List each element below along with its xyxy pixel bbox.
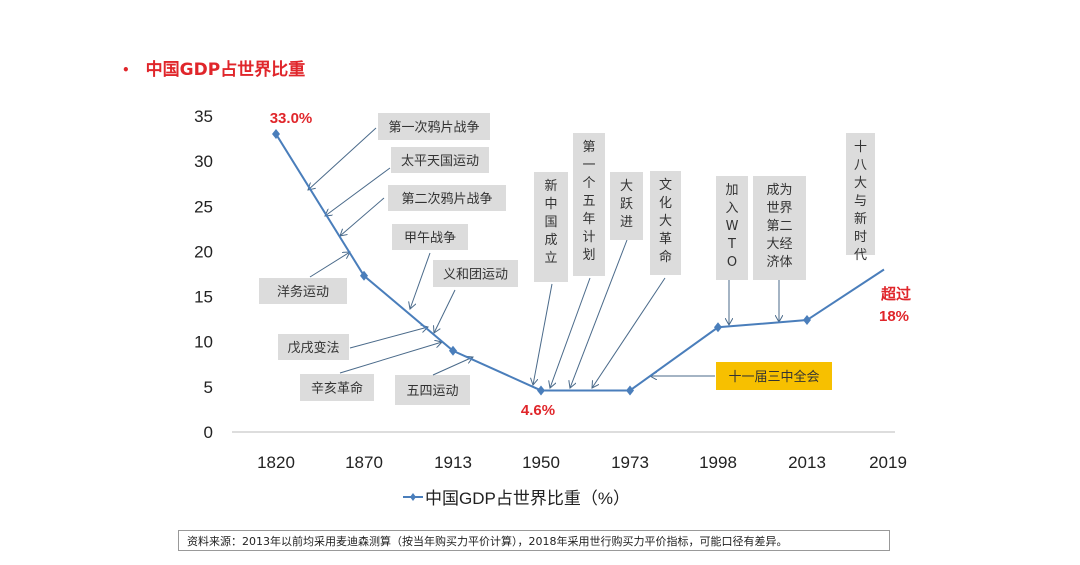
annotation-arrow xyxy=(570,239,628,388)
x-tick-label: 2019 xyxy=(869,453,907,472)
annotation-label: 十一届三中全会 xyxy=(728,369,819,385)
annotation-box xyxy=(300,374,374,401)
y-tick-label: 25 xyxy=(194,197,213,216)
annotation-arrow xyxy=(308,127,377,190)
annotation-box: 新中国成立 xyxy=(534,172,568,282)
annotation-box: 成为世界第二大经济体 xyxy=(753,176,806,280)
x-tick-label: 1973 xyxy=(611,453,649,472)
bullet-icon: • xyxy=(122,63,130,77)
annotation: 第二次鸦片战争 xyxy=(340,185,506,236)
annotation-arrow xyxy=(340,197,385,236)
annotation-box: 第一个五年计划 xyxy=(573,133,605,276)
series-line xyxy=(275,133,885,392)
x-tick-label: 1913 xyxy=(434,453,472,472)
x-tick-label: 1820 xyxy=(257,453,295,472)
annotation: 洋务运动 xyxy=(259,252,350,304)
annotation-box: 十八大与新时代 xyxy=(846,133,875,263)
annotation-box xyxy=(259,278,347,304)
annotation: 辛亥革命 xyxy=(300,342,442,401)
annotation-box: 文化大革命 xyxy=(650,171,681,275)
annotation-box xyxy=(391,147,489,173)
annotation-label: 文化大革命 xyxy=(658,178,672,265)
annotation-box xyxy=(395,375,470,405)
annotation-box xyxy=(392,224,468,250)
annotation-label: 戊戌变法 xyxy=(287,340,339,356)
annotation-box xyxy=(278,334,349,360)
annotation-arrow xyxy=(550,277,591,388)
annotation: 太平天国运动 xyxy=(325,147,489,216)
data-point xyxy=(714,322,722,333)
x-tick-label: 1998 xyxy=(699,453,737,472)
annotation xyxy=(592,277,666,388)
data-point xyxy=(537,385,545,396)
annotation: 十一届三中全会 xyxy=(650,362,832,390)
data-label: 超过 xyxy=(880,285,911,303)
annotation-box xyxy=(433,260,518,287)
data-point xyxy=(449,345,457,356)
annotation-arrow xyxy=(432,357,473,376)
data-label: 18% xyxy=(879,308,909,325)
y-tick-label: 30 xyxy=(194,152,213,171)
annotation-label: 新中国成立 xyxy=(544,179,558,266)
y-tick-label: 35 xyxy=(194,107,213,126)
annotation-label: 甲午战争 xyxy=(404,231,456,246)
annotation-label: 义和团运动 xyxy=(443,268,508,283)
data-point xyxy=(360,270,368,281)
data-point xyxy=(626,385,634,396)
annotation-box: 大跃进 xyxy=(610,172,643,240)
annotation: 甲午战争 xyxy=(392,224,468,309)
annotation-box xyxy=(716,362,832,390)
annotation-label: 洋务运动 xyxy=(277,284,329,300)
legend-label: 中国GDP占世界比重（%） xyxy=(425,489,630,508)
annotation-label: 大跃进 xyxy=(619,179,633,230)
annotation-box xyxy=(378,113,490,140)
annotation-box xyxy=(388,185,506,211)
annotation-arrow xyxy=(309,252,350,278)
annotation-label: 十八大与新时代 xyxy=(853,140,867,263)
annotation xyxy=(550,277,591,388)
annotation-arrow xyxy=(410,252,431,309)
annotation-label: 第一次鸦片战争 xyxy=(388,120,479,136)
data-point xyxy=(272,129,280,140)
annotation-box: 加入WTO xyxy=(716,176,748,280)
data-label: 4.6% xyxy=(521,402,555,419)
source-note: 资料来源：2013年以前均采用麦迪森测算（按当年购买力平价计算），2018年采用… xyxy=(178,530,890,551)
legend-marker xyxy=(410,493,416,501)
annotation-label: 第二次鸦片战争 xyxy=(401,191,492,207)
annotation-arrow xyxy=(349,327,428,349)
annotation-arrow xyxy=(592,277,666,388)
annotation xyxy=(570,239,628,388)
y-tick-label: 20 xyxy=(194,242,213,261)
annotation-label: 成为世界第二大经济体 xyxy=(766,183,793,270)
annotation-arrow xyxy=(339,342,442,374)
annotation: 义和团运动 xyxy=(433,260,518,333)
data-label: 33.0% xyxy=(270,110,313,127)
annotation xyxy=(533,283,553,385)
annotation: 戊戌变法 xyxy=(278,327,428,360)
annotation-arrow xyxy=(533,283,553,385)
x-tick-label: 2013 xyxy=(788,453,826,472)
annotation-arrow xyxy=(325,167,391,216)
annotation-label: 五四运动 xyxy=(406,384,458,399)
annotation-label: 太平天国运动 xyxy=(401,154,479,169)
y-tick-label: 5 xyxy=(204,378,213,397)
annotation-label: 加入WTO xyxy=(725,183,739,270)
data-point xyxy=(803,315,811,326)
annotation-arrow xyxy=(434,289,456,333)
y-tick-label: 15 xyxy=(194,288,213,307)
y-tick-label: 10 xyxy=(194,333,213,352)
x-tick-label: 1870 xyxy=(345,453,383,472)
annotation: 五四运动 xyxy=(395,357,473,405)
annotation: 第一次鸦片战争 xyxy=(308,113,490,190)
slide-title: • 中国GDP占世界比重 xyxy=(122,55,305,80)
annotation-label: 辛亥革命 xyxy=(311,381,363,397)
annotation-label: 第一个五年计划 xyxy=(582,140,596,263)
x-tick-label: 1950 xyxy=(522,453,560,472)
title-text: 中国GDP占世界比重 xyxy=(145,60,306,80)
y-tick-label: 0 xyxy=(204,423,213,442)
